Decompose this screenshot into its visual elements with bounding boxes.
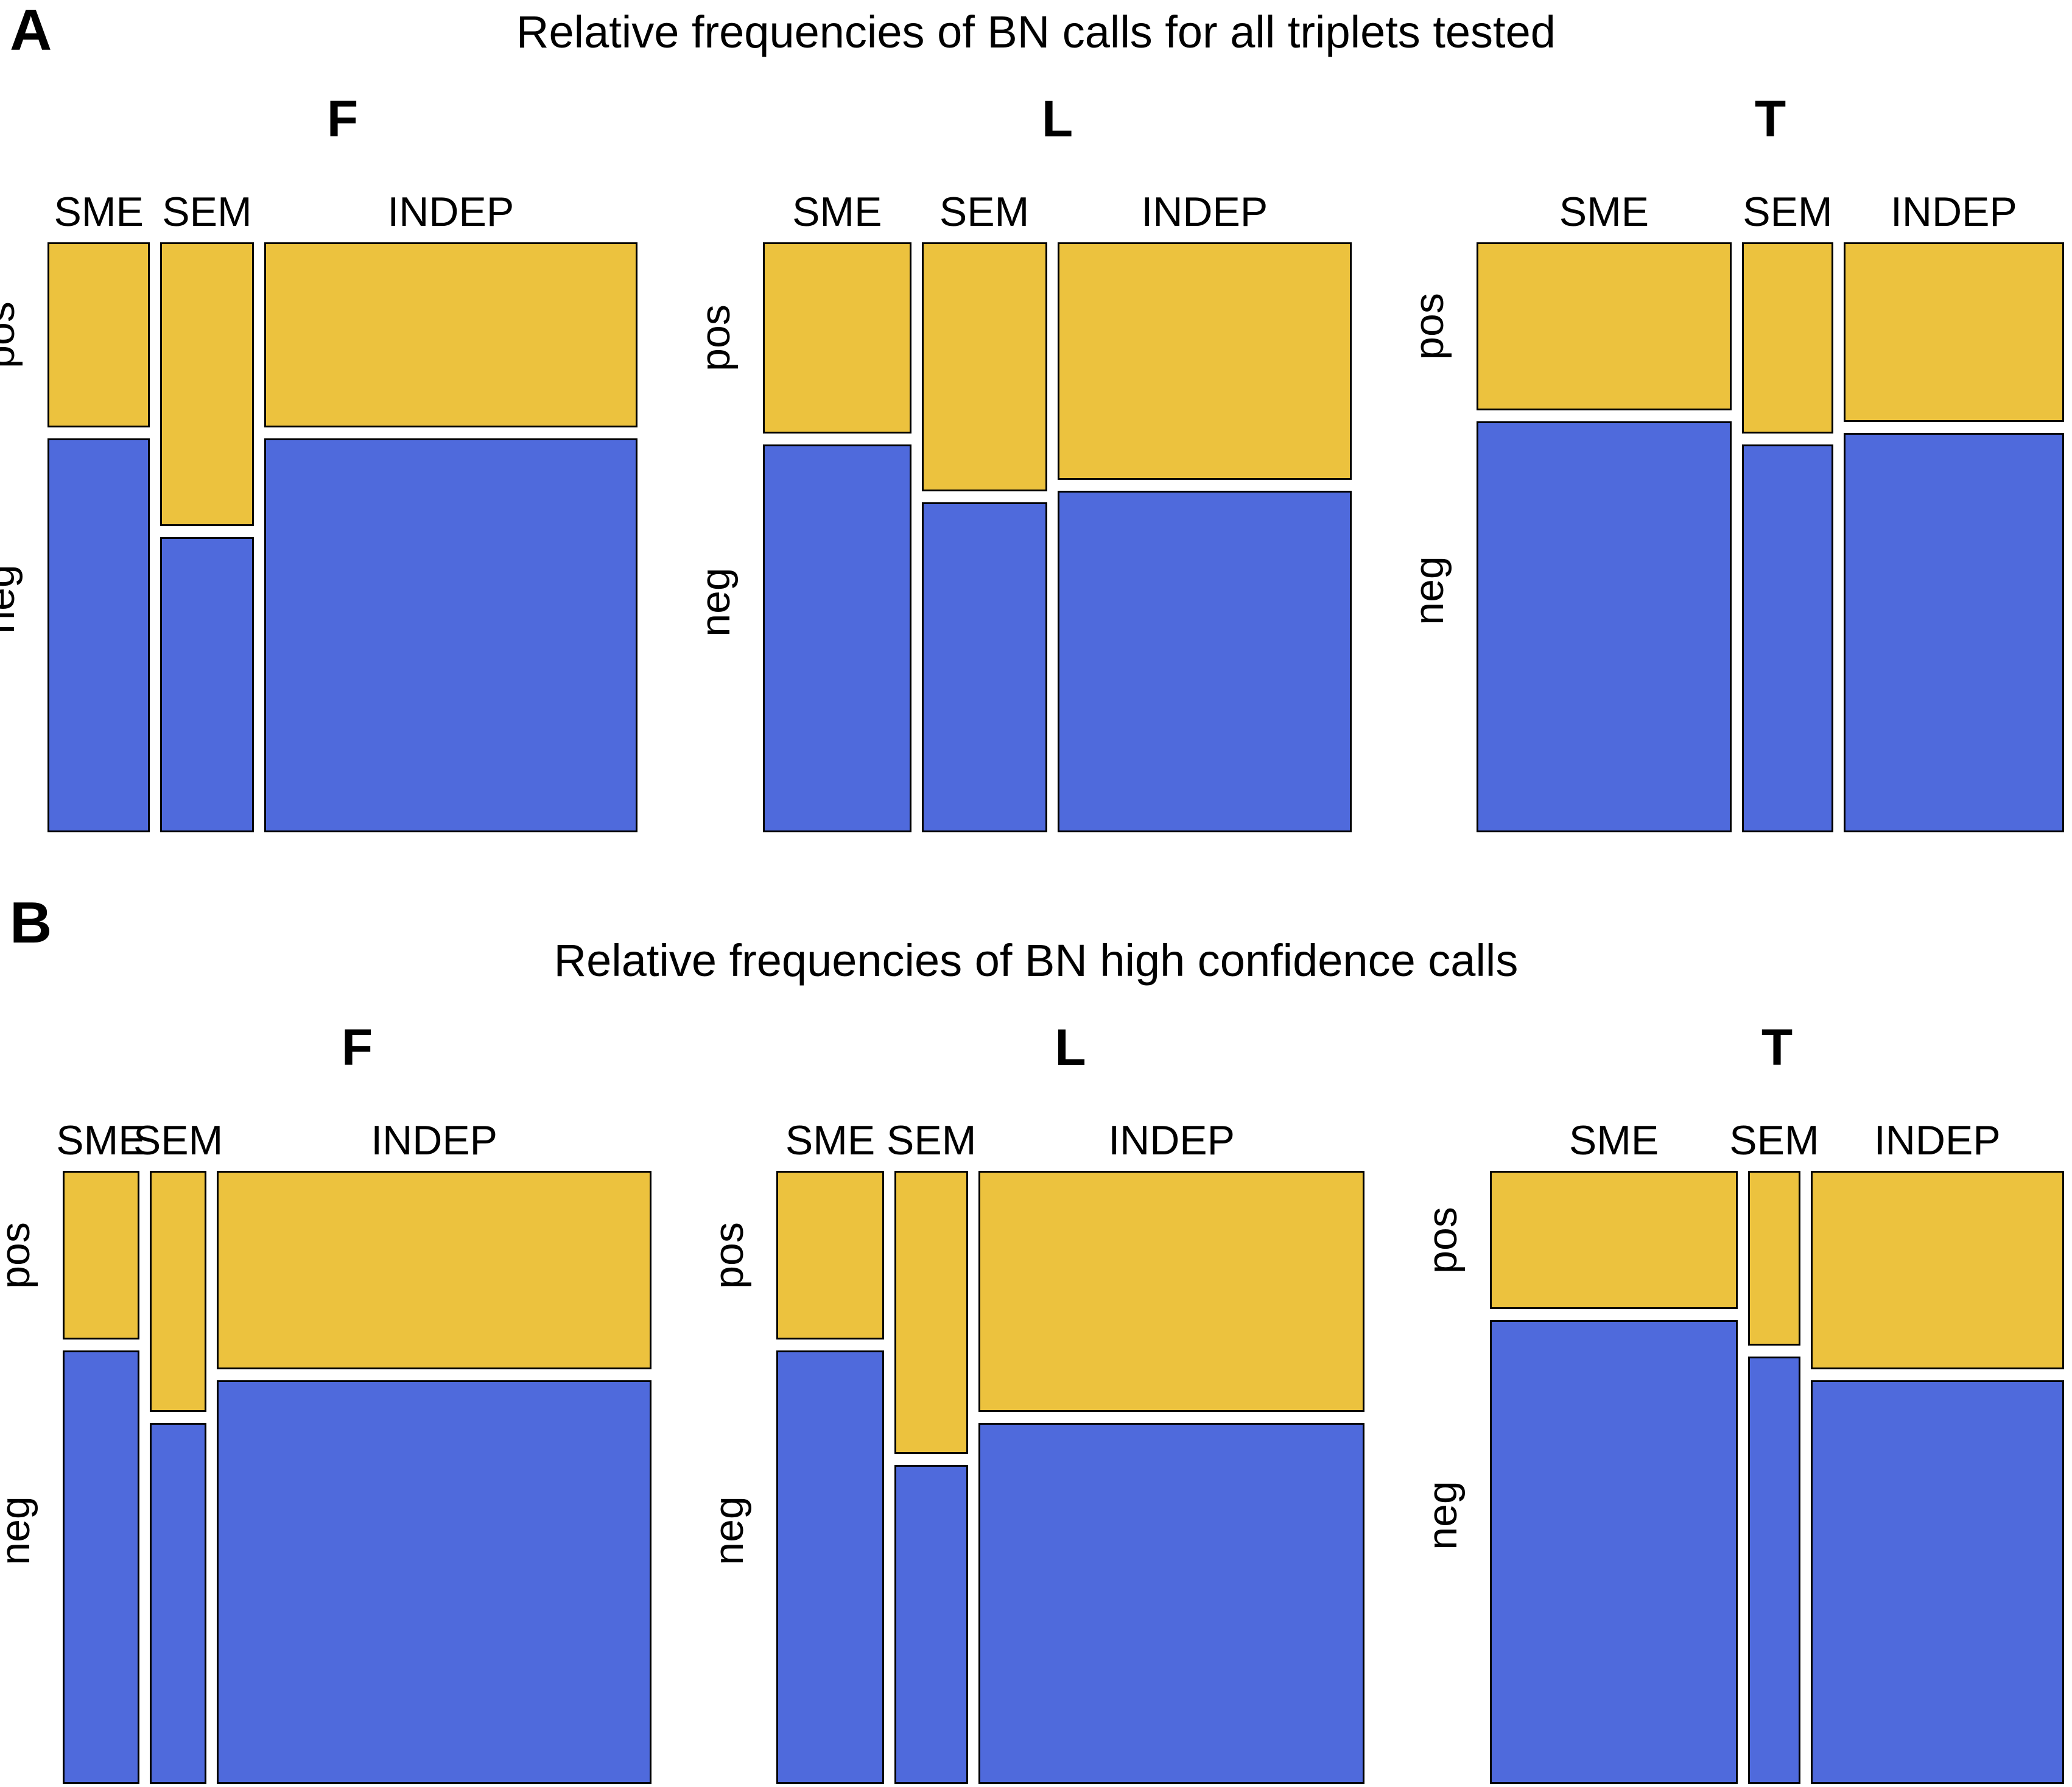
mosaic-plot-a-l: L SME pos neg SEM INDEP <box>692 93 1352 832</box>
column-label-indep: INDEP <box>1890 189 2017 235</box>
cell-sem-pos <box>149 1171 207 1412</box>
column-label-sme: SME <box>1568 1117 1659 1164</box>
cell-sem-pos <box>160 242 254 526</box>
cell-indep-pos <box>1810 1171 2064 1369</box>
mosaic-plot-b-f: F SME pos neg SEM INDEP <box>0 1022 651 1784</box>
cell-sme-pos <box>47 242 150 427</box>
column-label-sem: SEM <box>1743 189 1833 235</box>
row-label-neg: neg <box>1419 1481 1466 1550</box>
cell-sme-neg <box>763 444 911 832</box>
column-label-sme: SME <box>56 1117 146 1164</box>
mosaic-plot-b-l: L SME pos neg SEM INDEP <box>706 1022 1364 1784</box>
column-label-sem: SEM <box>162 189 252 235</box>
row-label-pos: pos <box>692 304 739 371</box>
cell-sem-pos <box>921 242 1047 491</box>
column-label-indep: INDEP <box>1141 189 1268 235</box>
cell-indep-pos <box>978 1171 1364 1412</box>
row-label-pos: pos <box>1419 1206 1466 1274</box>
cell-sme-pos <box>63 1171 139 1339</box>
column-label-sem: SEM <box>133 1117 223 1164</box>
cell-sme-pos <box>1490 1171 1738 1309</box>
cell-indep-pos <box>217 1171 651 1369</box>
cell-sme-neg <box>1490 1320 1738 1784</box>
plot-letter: L <box>1055 1019 1086 1076</box>
column-label-indep: INDEP <box>1108 1117 1235 1164</box>
row-label-neg: neg <box>0 564 23 634</box>
panel-b-title: Relative frequencies of BN high confiden… <box>553 935 1519 986</box>
plot-letter: L <box>1041 90 1073 147</box>
mosaic-plot-a-t: T SME pos neg SEM INDEP <box>1406 93 2064 832</box>
panel-b-letter: B <box>10 890 52 955</box>
row-label-neg: neg <box>1406 555 1452 625</box>
cell-sem-neg <box>160 537 254 832</box>
cell-sem-neg <box>1748 1357 1800 1784</box>
cell-sme-neg <box>776 1350 885 1784</box>
cell-sme-neg <box>63 1350 139 1784</box>
cell-sem-neg <box>149 1423 207 1784</box>
cell-sme-pos <box>1477 242 1732 410</box>
cell-indep-neg <box>1810 1380 2064 1784</box>
cell-sme-neg <box>47 438 150 832</box>
cell-sem-pos <box>894 1171 969 1454</box>
row-label-pos: pos <box>0 301 23 368</box>
cell-indep-neg <box>217 1380 651 1784</box>
cell-indep-pos <box>1057 242 1352 480</box>
column-label-sem: SEM <box>886 1117 977 1164</box>
column-label-sme: SME <box>54 189 144 235</box>
plot-letter: T <box>1754 90 1786 147</box>
cell-sme-neg <box>1477 421 1732 832</box>
plot-letter: F <box>326 90 359 147</box>
column-label-indep: INDEP <box>1874 1117 2001 1164</box>
row-label-pos: pos <box>706 1221 752 1289</box>
cell-indep-neg <box>264 438 637 832</box>
mosaic-plot-b-t: T SME pos neg SEM INDEP <box>1419 1022 2064 1784</box>
row-label-neg: neg <box>692 567 739 637</box>
cell-sem-neg <box>1741 444 1833 832</box>
column-label-sme: SME <box>1559 189 1649 235</box>
panel-a-title: Relative frequencies of BN calls for all… <box>516 7 1556 57</box>
cell-sme-pos <box>763 242 911 434</box>
panel-a-letter: A <box>10 0 52 63</box>
row-label-neg: neg <box>706 1496 752 1565</box>
column-label-sme: SME <box>792 189 882 235</box>
column-label-sem: SEM <box>1729 1117 1819 1164</box>
column-label-sme: SME <box>785 1117 876 1164</box>
cell-sem-neg <box>894 1465 969 1784</box>
cell-sem-pos <box>1741 242 1833 434</box>
column-label-sem: SEM <box>939 189 1030 235</box>
mosaic-plot-a-f: F SME pos neg SEM INDEP <box>0 93 637 832</box>
row-label-neg: neg <box>0 1496 38 1565</box>
row-label-pos: pos <box>0 1221 38 1289</box>
column-label-indep: INDEP <box>387 189 514 235</box>
cell-indep-pos <box>1843 242 2064 422</box>
cell-sem-pos <box>1748 1171 1800 1346</box>
cell-indep-neg <box>978 1423 1364 1784</box>
plot-letter: F <box>341 1019 373 1076</box>
row-label-pos: pos <box>1406 293 1452 360</box>
cell-indep-neg <box>1057 491 1352 832</box>
cell-indep-neg <box>1843 433 2064 832</box>
plot-letter: T <box>1761 1019 1793 1076</box>
cell-indep-pos <box>264 242 637 427</box>
cell-sem-neg <box>921 502 1047 832</box>
cell-sme-pos <box>776 1171 885 1339</box>
column-label-indep: INDEP <box>371 1117 498 1164</box>
